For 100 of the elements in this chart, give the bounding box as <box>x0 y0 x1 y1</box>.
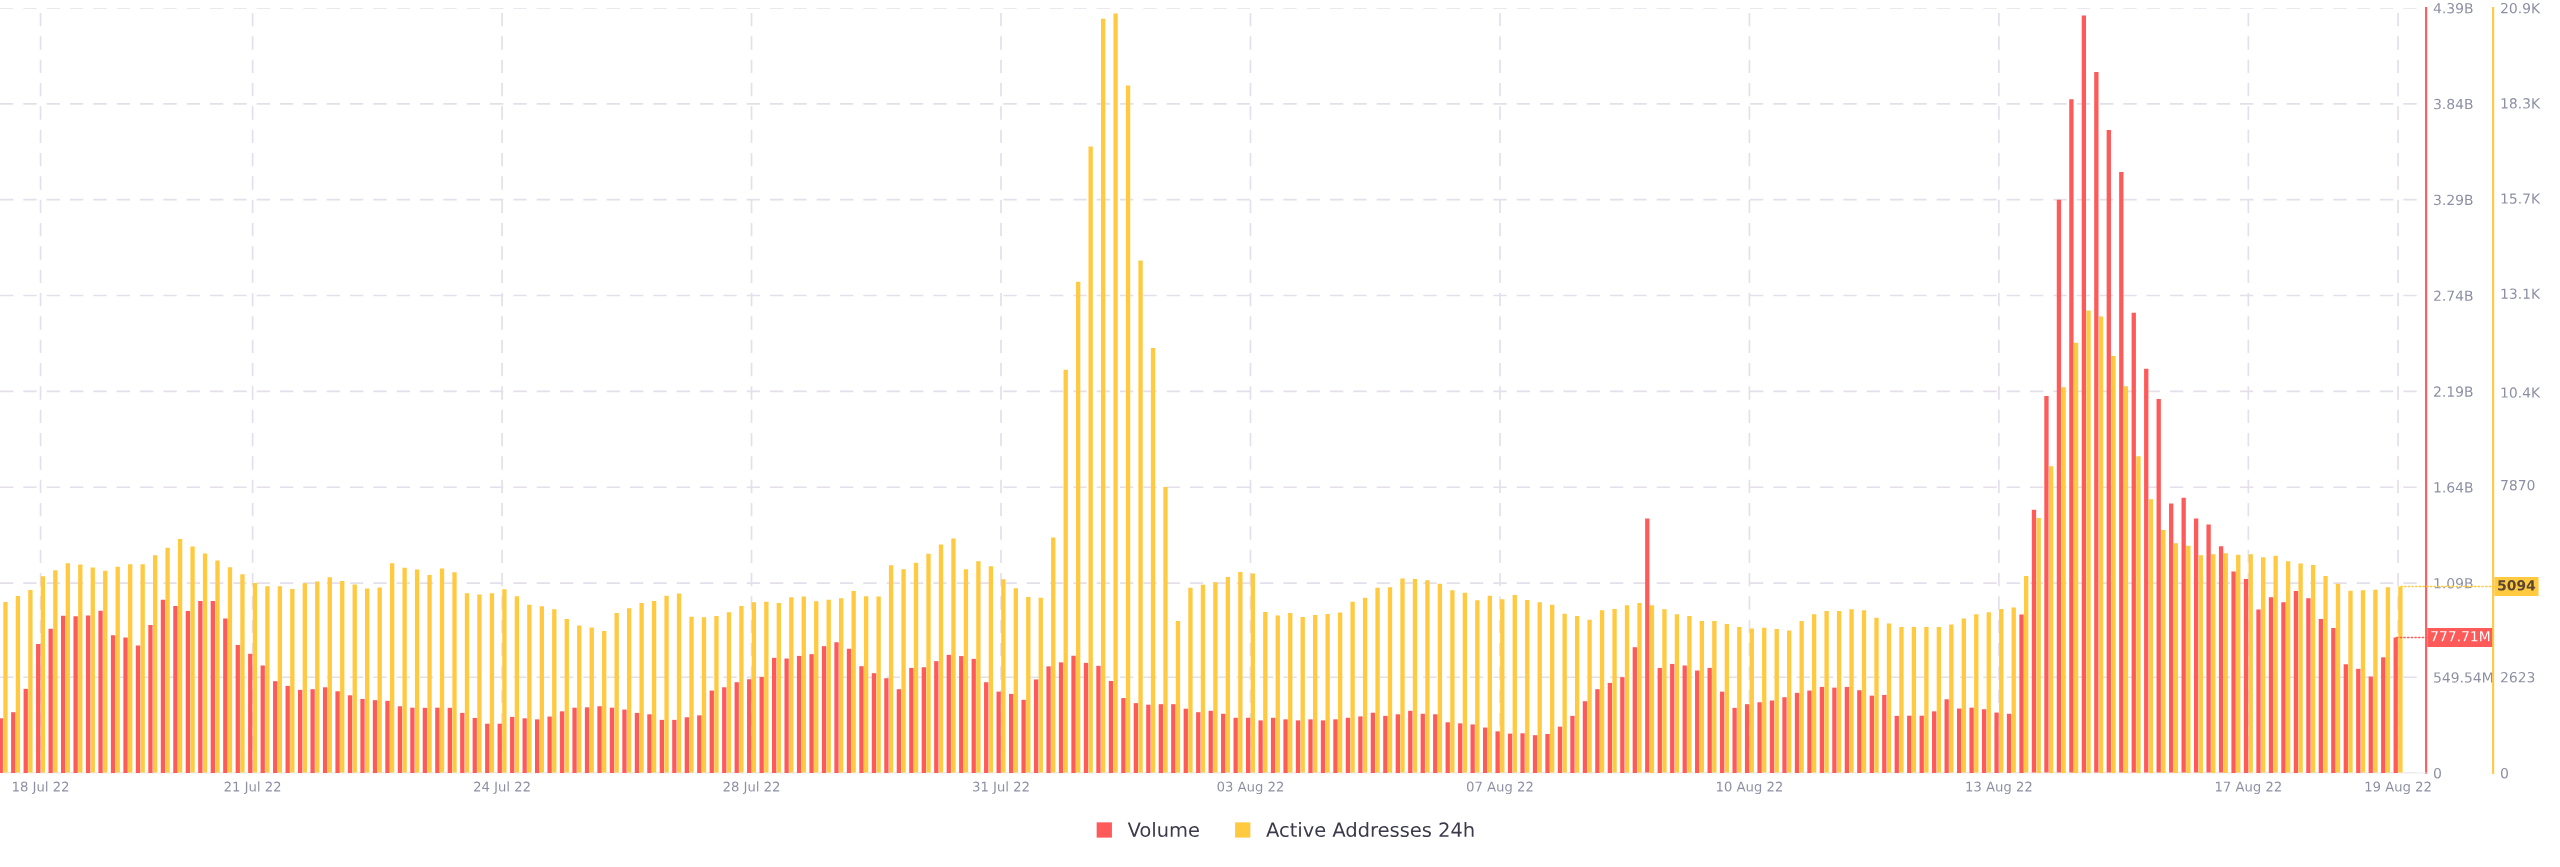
bar <box>1974 614 1979 774</box>
bar <box>477 594 482 774</box>
bar <box>315 581 320 774</box>
bar <box>377 587 382 774</box>
bar <box>1362 597 1368 774</box>
bar <box>1108 681 1114 774</box>
bar <box>539 606 544 774</box>
bar <box>639 602 644 774</box>
bar <box>1487 595 1492 774</box>
bar <box>1749 628 1754 774</box>
bar <box>365 588 370 774</box>
bar <box>1150 347 1156 774</box>
bar <box>1500 599 1505 774</box>
data-label: 5094 <box>2498 580 2536 591</box>
bar <box>1587 619 1592 774</box>
bar <box>1507 733 1513 774</box>
bar <box>901 569 906 774</box>
bar <box>485 723 490 774</box>
bar <box>1383 715 1388 774</box>
bar <box>589 627 594 774</box>
x-tick-label: 28 Jul 22 <box>723 781 780 795</box>
bar <box>1083 662 1089 774</box>
bar <box>1238 571 1243 774</box>
bar <box>1133 703 1139 774</box>
y2-tick-label: 18.3K <box>2501 98 2541 109</box>
bar <box>2011 607 2016 774</box>
y2-tick-label: 7870 <box>2501 479 2535 491</box>
bar <box>1537 602 1542 774</box>
bar <box>1146 704 1151 774</box>
bar <box>552 609 557 774</box>
bar <box>1263 611 1268 774</box>
bar <box>1433 714 1438 774</box>
legend-label: Active Addresses 24h <box>1266 822 1474 838</box>
bar <box>352 584 357 774</box>
bar <box>577 625 582 774</box>
bar <box>1350 601 1355 774</box>
bar <box>1762 627 1767 774</box>
bar <box>1225 577 1231 774</box>
bar <box>1874 617 1879 774</box>
bar <box>1999 609 2004 774</box>
y-tick-label: 3.84B <box>2434 98 2473 110</box>
bar <box>1520 733 1525 774</box>
bar <box>1063 369 1068 774</box>
bar <box>389 563 395 774</box>
bar <box>1245 717 1251 774</box>
bar <box>340 580 345 774</box>
bar <box>626 608 632 774</box>
bar <box>497 723 502 774</box>
bar <box>435 707 440 774</box>
y2-tick-label: 10.4K <box>2501 387 2541 398</box>
y2-tick-label: 20.9K <box>2501 2 2541 14</box>
bar <box>1470 724 1475 774</box>
bar <box>1096 665 1101 774</box>
bar <box>988 566 994 774</box>
bar <box>1425 580 1430 774</box>
y-tick-label: 1.64B <box>2434 482 2473 493</box>
bar <box>28 589 33 774</box>
bar <box>1899 627 1904 774</box>
bar <box>1088 146 1093 774</box>
bar <box>1495 731 1500 774</box>
bar <box>1071 655 1076 774</box>
bar <box>1400 578 1405 774</box>
bar <box>1013 588 1018 774</box>
bar <box>1375 587 1380 774</box>
y2-tick-label: 2623 <box>2501 671 2535 683</box>
bar <box>452 572 457 774</box>
bar <box>1437 583 1443 774</box>
y2-tick-label: 15.7K <box>2501 193 2541 204</box>
y2-tick-label: 0 <box>2500 767 2508 779</box>
bar <box>15 595 21 774</box>
bar <box>926 553 931 774</box>
bar <box>888 565 894 774</box>
y-tick-label: 0 <box>2433 767 2441 779</box>
bar <box>1051 537 1056 774</box>
bar <box>676 593 682 774</box>
bar <box>464 593 470 774</box>
bar <box>410 707 415 774</box>
bar <box>1949 624 1954 774</box>
bar <box>1445 722 1450 774</box>
bar <box>1961 618 1966 774</box>
bar <box>664 595 669 774</box>
bar <box>502 589 507 774</box>
x-tick-label: 18 Jul 22 <box>13 781 69 795</box>
bar <box>1550 604 1555 774</box>
bar <box>489 593 495 774</box>
bar <box>1450 590 1455 774</box>
x-tick-label: 13 Aug 22 <box>1966 781 2032 795</box>
bar <box>1512 594 1517 774</box>
x-tick-label: 19 Aug 22 <box>2365 781 2431 795</box>
bar <box>1458 723 1463 774</box>
bar <box>1200 584 1206 774</box>
x-tick-label: 03 Aug 22 <box>1217 781 1284 795</box>
bar <box>672 719 677 774</box>
bar <box>1911 627 1917 774</box>
bar <box>1158 704 1163 774</box>
bar <box>1395 714 1400 774</box>
x-tick-label: 10 Aug 22 <box>1717 781 1782 795</box>
bar <box>1545 733 1550 774</box>
y-tick-label: 2.19B <box>2434 386 2473 397</box>
bar <box>302 583 307 774</box>
